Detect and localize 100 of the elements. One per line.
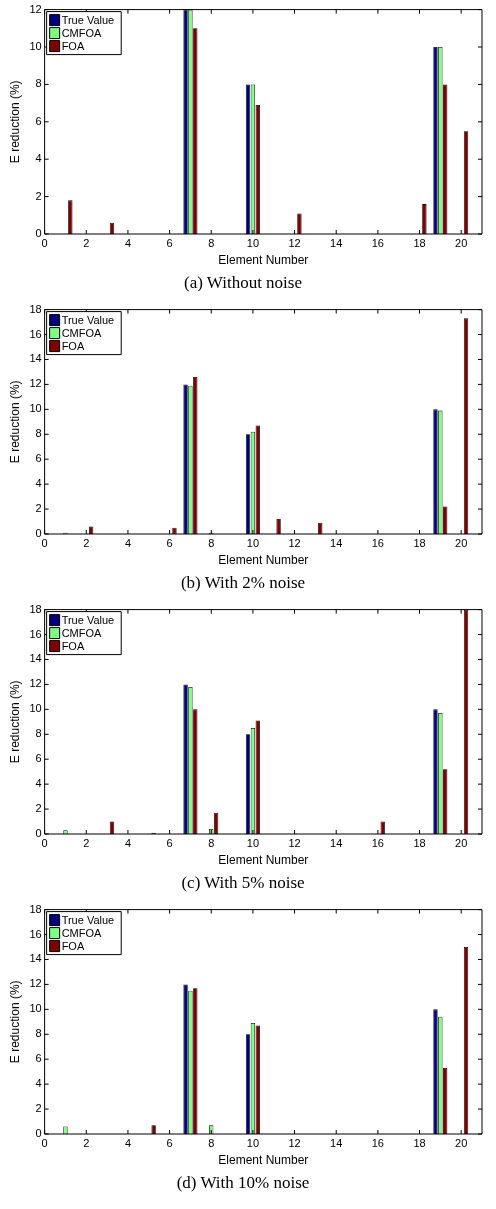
y-tick-label: 10: [29, 402, 42, 415]
y-tick-label: 0: [35, 527, 42, 540]
x-axis-title: Element Number: [218, 252, 309, 267]
y-tick-label: 18: [29, 302, 42, 315]
y-tick-label: 8: [35, 1027, 42, 1040]
x-tick-label: 6: [166, 536, 173, 549]
x-tick-label: 6: [166, 236, 173, 249]
x-tick-label: 18: [413, 536, 426, 549]
y-tick-label: 4: [35, 777, 42, 790]
y-tick-label: 12: [29, 377, 42, 390]
x-tick-label: 6: [166, 836, 173, 849]
y-tick-label: 8: [35, 727, 42, 740]
y-tick-label: 10: [29, 702, 42, 715]
y-tick-label: 14: [29, 352, 42, 365]
legend-label: FOA: [61, 639, 85, 652]
y-tick-label: 14: [29, 652, 42, 665]
y-tick-label: 2: [35, 1102, 42, 1115]
y-tick-label: 14: [29, 952, 42, 965]
y-tick-label: 0: [35, 1127, 42, 1140]
x-axis-title: Element Number: [218, 852, 309, 867]
y-axis-title: E reduction (%): [7, 380, 22, 464]
x-tick-label: 4: [124, 536, 132, 549]
x-tick-label: 2: [83, 1136, 90, 1149]
legend-label: True Value: [61, 313, 115, 326]
y-tick-label: 12: [29, 2, 42, 15]
x-tick-label: 4: [124, 1136, 132, 1149]
x-tick-label: 8: [208, 236, 215, 249]
y-tick-label: 6: [35, 114, 42, 127]
x-axis-title: Element Number: [218, 1152, 309, 1167]
y-tick-label: 12: [29, 977, 42, 990]
y-tick-label: 4: [35, 1077, 42, 1090]
y-tick-label: 6: [35, 452, 42, 465]
y-tick-label: 16: [29, 927, 42, 940]
x-tick-label: 20: [455, 236, 468, 249]
legend-label: FOA: [61, 339, 85, 352]
x-tick-label: 20: [455, 1136, 468, 1149]
x-tick-label: 2: [83, 536, 90, 549]
y-tick-label: 0: [35, 227, 42, 240]
x-tick-label: 14: [330, 236, 343, 249]
x-tick-label: 8: [208, 536, 215, 549]
x-tick-label: 4: [124, 836, 132, 849]
x-tick-label: 4: [124, 236, 132, 249]
y-tick-label: 16: [29, 327, 42, 340]
y-axis-title: E reduction (%): [7, 80, 22, 164]
y-tick-label: 6: [35, 752, 42, 765]
x-tick-label: 14: [330, 836, 343, 849]
x-tick-label: 2: [83, 836, 90, 849]
x-tick-label: 10: [246, 536, 260, 549]
y-tick-label: 18: [29, 602, 42, 615]
y-tick-label: 8: [35, 427, 42, 440]
legend-label: CMFOA: [61, 26, 103, 39]
x-tick-label: 18: [413, 236, 426, 249]
x-tick-label: 16: [371, 536, 384, 549]
legend-label: True Value: [61, 913, 115, 926]
y-tick-label: 0: [35, 827, 42, 840]
y-tick-label: 10: [29, 1002, 42, 1015]
x-tick-label: 18: [413, 836, 426, 849]
legend-label: CMFOA: [61, 626, 103, 639]
x-tick-label: 2: [83, 236, 90, 249]
y-tick-label: 2: [35, 189, 42, 202]
x-tick-label: 20: [455, 536, 468, 549]
x-tick-label: 8: [208, 836, 215, 849]
y-axis-title: E reduction (%): [7, 980, 22, 1064]
y-axis-title: E reduction (%): [7, 680, 22, 764]
y-tick-label: 16: [29, 627, 42, 640]
text: (d) With 10% noise: [176, 1173, 310, 1193]
legend-label: True Value: [61, 13, 115, 26]
x-tick-label: 12: [288, 236, 301, 249]
x-tick-label: 14: [330, 536, 343, 549]
x-tick-label: 18: [413, 1136, 426, 1149]
y-tick-label: 8: [35, 77, 42, 90]
y-tick-label: 4: [35, 477, 42, 490]
x-tick-label: 6: [166, 1136, 173, 1149]
text: (c) With 5% noise: [181, 873, 305, 893]
legend-label: FOA: [61, 939, 85, 952]
x-tick-label: 12: [288, 836, 301, 849]
y-tick-label: 2: [35, 502, 42, 515]
y-tick-label: 6: [35, 1052, 42, 1065]
x-tick-label: 12: [288, 1136, 301, 1149]
x-tick-label: 10: [246, 836, 260, 849]
text: (b) With 2% noise: [180, 573, 306, 593]
x-tick-label: 8: [208, 1136, 215, 1149]
x-tick-label: 12: [288, 536, 301, 549]
text: (a) Without noise: [184, 273, 302, 293]
x-tick-label: 16: [371, 1136, 384, 1149]
legend-label: True Value: [61, 613, 115, 626]
y-tick-label: 4: [35, 152, 42, 165]
x-tick-label: 10: [246, 236, 260, 249]
legend-label: CMFOA: [61, 326, 103, 339]
legend-label: CMFOA: [61, 926, 103, 939]
x-axis-title: Element Number: [218, 552, 309, 567]
y-tick-label: 12: [29, 677, 42, 690]
y-tick-label: 2: [35, 802, 42, 815]
x-tick-label: 16: [371, 236, 384, 249]
x-tick-label: 10: [246, 1136, 260, 1149]
y-tick-label: 18: [29, 902, 42, 915]
x-tick-label: 20: [455, 836, 468, 849]
y-tick-label: 10: [29, 40, 42, 53]
x-tick-label: 16: [371, 836, 384, 849]
x-tick-label: 14: [330, 1136, 343, 1149]
